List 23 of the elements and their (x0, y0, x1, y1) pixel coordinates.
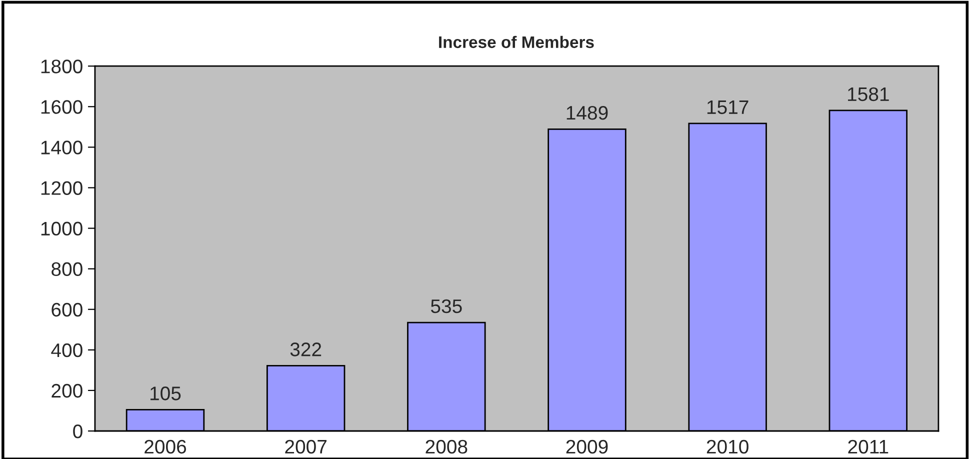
y-tick-label: 1800 (41, 60, 82, 74)
y-tick-label: 200 (52, 384, 82, 398)
y-tick-label: 1400 (41, 140, 82, 154)
y-tick-label: 0 (73, 424, 82, 438)
y-tick-label: 1200 (41, 181, 82, 195)
x-tick-label: 2006 (144, 440, 186, 454)
y-tick-label: 600 (52, 302, 82, 317)
x-tick-label: 2009 (566, 440, 608, 454)
data-label: 1581 (848, 87, 889, 102)
data-label: 1489 (566, 106, 608, 120)
x-tick-label: 2010 (706, 440, 748, 454)
data-label: 1517 (707, 100, 748, 114)
chart-title: Increse of Members (439, 36, 594, 48)
x-tick-label: 2011 (848, 440, 888, 454)
y-tick-label: 400 (51, 343, 82, 358)
y-tick-label: 1000 (41, 222, 82, 236)
x-tick-label: 2008 (426, 440, 468, 454)
y-tick-label: 1600 (41, 100, 82, 114)
data-label: 105 (150, 386, 181, 400)
data-label: 322 (290, 342, 322, 356)
data-label: 535 (430, 299, 462, 314)
x-tick-label: 2007 (285, 440, 326, 454)
y-tick-label: 800 (52, 262, 82, 276)
